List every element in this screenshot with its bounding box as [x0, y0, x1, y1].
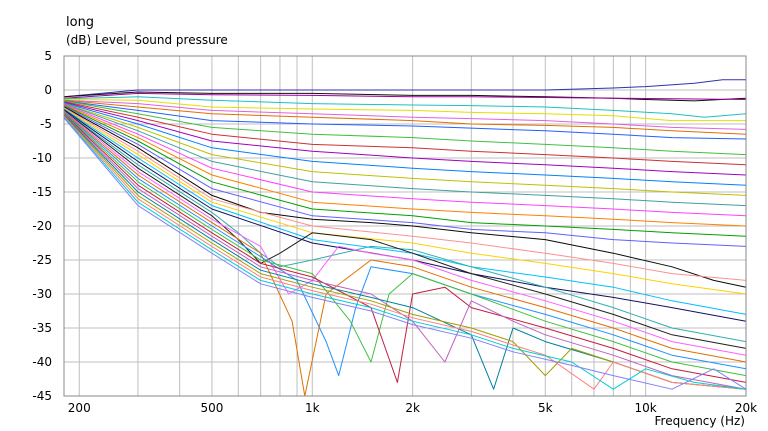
series-line-2	[63, 91, 747, 102]
series-line-14	[63, 103, 747, 207]
y-tick-label: 5	[44, 49, 52, 63]
y-tick-label: 0	[44, 83, 52, 97]
series-line-17	[63, 105, 747, 237]
series-line-19	[63, 106, 747, 288]
series-line-6	[63, 99, 747, 130]
y-tick-label: -5	[40, 117, 52, 131]
series-line-31	[63, 114, 747, 390]
x-tick-label: 200	[68, 401, 91, 415]
x-tick-label: 2k	[405, 401, 420, 415]
y-tick-label: -10	[32, 151, 52, 165]
series-line-12	[63, 102, 747, 186]
series-line-27	[63, 111, 747, 397]
x-axis-label: Frequency (Hz)	[655, 414, 746, 428]
series-line-7	[63, 99, 747, 135]
y-tick-label: -45	[32, 389, 52, 403]
series-line-21	[63, 107, 747, 295]
series-line-4	[63, 96, 747, 118]
y-tick-labels: 5 0 -5 -10 -15 -20 -25 -30 -35 -40 -45	[32, 49, 52, 403]
series-line-10	[63, 101, 747, 166]
chart-title: long	[66, 15, 94, 30]
series-line-25	[63, 110, 747, 349]
series-line-26	[63, 110, 747, 356]
plot-frame	[63, 55, 747, 397]
series-line-9	[63, 100, 747, 156]
y-tick-label: -40	[32, 355, 52, 369]
series-line-35	[63, 116, 747, 390]
y-tick-label: -20	[32, 219, 52, 233]
x-tick-label: 1k	[305, 401, 320, 415]
series-line-29	[63, 112, 747, 377]
y-tick-label: -15	[32, 185, 52, 199]
series-curves	[63, 79, 747, 397]
series-line-24	[63, 109, 747, 343]
series-line-15	[63, 103, 747, 217]
y-tick-label: -25	[32, 253, 52, 267]
x-tick-label: 10k	[635, 401, 657, 415]
series-line-16	[63, 104, 747, 227]
series-line-20	[63, 107, 747, 281]
series-line-13	[63, 103, 747, 196]
x-tick-label: 500	[200, 401, 223, 415]
series-line-30	[63, 113, 747, 383]
series-line-8	[63, 100, 747, 140]
series-line-18	[63, 105, 747, 247]
series-line-3	[63, 92, 747, 100]
series-line-34	[63, 116, 747, 390]
series-line-36	[63, 117, 747, 390]
y-axis-label: (dB) Level, Sound pressure	[66, 33, 228, 47]
series-line-11	[63, 101, 747, 176]
x-tick-labels: 200 500 1k 2k 5k 10k 20k	[68, 401, 757, 415]
x-tick-label: 20k	[735, 401, 757, 415]
series-line-22	[63, 108, 747, 315]
y-tick-label: -30	[32, 287, 52, 301]
series-line-5	[63, 99, 746, 122]
x-tick-label: 5k	[538, 401, 553, 415]
series-line-23	[63, 109, 747, 322]
y-tick-label: -35	[32, 321, 52, 335]
series-line-33	[63, 115, 747, 390]
series-line-1	[63, 79, 746, 98]
